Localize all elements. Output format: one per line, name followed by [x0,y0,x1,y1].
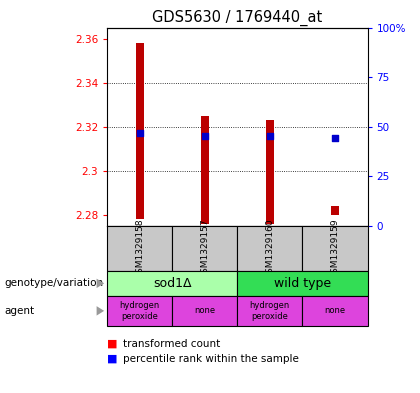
Bar [331,206,339,215]
Text: GSM1329159: GSM1329159 [331,218,339,279]
Text: sod1Δ: sod1Δ [153,277,192,290]
Text: percentile rank within the sample: percentile rank within the sample [123,354,299,364]
Text: GDS5630 / 1769440_at: GDS5630 / 1769440_at [152,10,323,26]
Point [332,135,339,141]
Bar [302,226,368,271]
Bar [237,271,368,296]
Text: ■: ■ [107,339,118,349]
Bar [237,296,302,326]
Text: agent: agent [4,306,34,316]
Point [136,130,143,136]
Text: hydrogen
peroxide: hydrogen peroxide [250,301,290,321]
Text: none: none [324,307,346,315]
Text: GSM1329160: GSM1329160 [265,218,274,279]
Text: transformed count: transformed count [123,339,220,349]
Text: GSM1329158: GSM1329158 [135,218,144,279]
Bar [237,226,302,271]
Bar [172,226,237,271]
Point [202,132,208,139]
Text: ■: ■ [107,354,118,364]
Point [267,132,273,139]
Bar [107,296,172,326]
Text: GSM1329157: GSM1329157 [200,218,209,279]
Bar [107,226,172,271]
Bar [172,296,237,326]
Text: genotype/variation: genotype/variation [4,278,103,288]
Bar [107,271,237,296]
Text: hydrogen
peroxide: hydrogen peroxide [120,301,160,321]
Bar [266,120,274,224]
Text: wild type: wild type [274,277,331,290]
Polygon shape [97,306,104,316]
Polygon shape [97,279,104,288]
Bar [201,116,209,224]
Bar [302,296,368,326]
Text: none: none [194,307,215,315]
Bar [136,43,144,219]
